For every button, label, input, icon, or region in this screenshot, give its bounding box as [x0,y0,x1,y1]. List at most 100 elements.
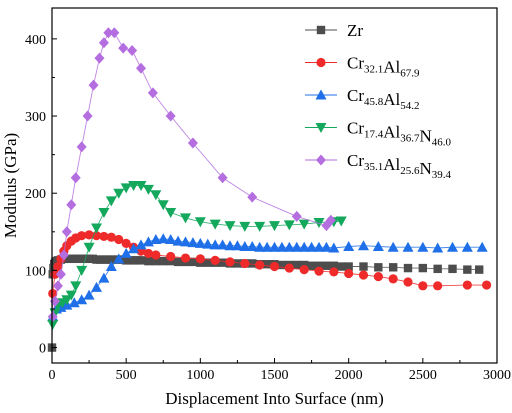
data-point [187,137,198,149]
data-point [165,110,176,122]
data-point [187,237,199,248]
legend-subscript: 45.8 [364,96,384,108]
data-point [358,270,369,280]
legend-marker [316,57,326,68]
legend-subscript: 25.6 [400,165,420,177]
legend-subscript: 54.2 [400,100,419,112]
data-point [373,271,383,282]
legend-item: Zr [305,21,363,40]
data-point [335,216,347,227]
legend-element: Cr [347,54,364,73]
data-point [121,238,131,248]
data-point [463,265,472,274]
data-point [203,258,212,267]
data-point [165,208,177,219]
series-3 [47,233,488,322]
data-point [151,250,161,260]
data-point [157,233,169,244]
data-point [106,232,116,242]
data-point [136,256,146,265]
data-point [417,241,429,252]
data-point [269,241,280,252]
data-point [283,220,295,231]
legend-subscript: 35.1 [364,161,383,173]
data-point [433,281,443,291]
data-point [202,238,214,249]
x-tick-label: 2500 [409,368,437,383]
data-point [329,267,339,277]
data-point [403,277,413,287]
legend-label: Cr17.4Al36.7N46.0 [347,119,452,149]
data-point [135,181,147,191]
data-point [358,240,369,251]
y-tick-label: 300 [25,110,46,125]
data-point [58,249,69,261]
data-point [476,241,488,252]
data-point [166,251,176,262]
data-point [99,231,109,242]
series-layer [47,27,492,352]
data-point [374,263,383,272]
y-tick-label: 0 [39,342,46,357]
data-point [128,181,140,191]
data-point [269,221,280,232]
data-point [402,241,414,252]
legend-item: Cr45.8Al54.2 [305,86,420,112]
legend-element: N [420,159,432,178]
data-point [83,242,95,253]
legend-item: Cr32.1Al67.9 [305,54,420,80]
data-point [291,210,302,222]
data-point [247,191,258,203]
data-point [50,269,60,279]
data-point [224,221,236,232]
data-point [388,263,398,272]
data-point [98,208,110,219]
data-point [52,280,63,292]
data-point [254,221,266,232]
data-point [143,248,154,259]
legend-element: Al [383,58,400,77]
legend-element: N [420,127,432,146]
series-4 [47,181,347,330]
legend-marker [315,123,327,133]
data-point [276,241,288,252]
legend-subscript: 67.9 [400,68,420,80]
data-point [65,290,77,301]
data-point [109,27,120,39]
axes-layer: 0 500 1000 1500 2000 2500 3000 0 100 200 300 400 Dis… [1,7,511,408]
data-point [462,280,472,290]
data-point [344,262,353,271]
legend-subscript: 46.0 [432,137,452,149]
data-point [105,196,117,207]
data-point [98,272,110,283]
legend-subscript: 36.7 [400,133,420,145]
data-point [76,265,88,276]
data-point [47,319,59,330]
data-point [233,259,242,268]
data-point [292,260,301,270]
data-point [344,268,354,279]
data-point [254,241,266,252]
data-point [142,184,154,195]
data-point [246,240,258,251]
y-tick-label: 400 [25,33,46,48]
data-point [82,110,93,122]
data-point [314,266,324,276]
y-axis-title: Modulus (GPa) [1,133,20,238]
data-point [261,241,273,252]
data-point [157,200,169,211]
data-point [166,256,175,266]
data-point [224,240,236,251]
data-point [329,261,339,270]
series-line [52,32,332,317]
data-point [91,281,102,292]
data-point [239,221,251,232]
data-point [482,280,492,290]
data-point [61,226,72,238]
data-point [172,235,184,246]
data-point [299,265,309,275]
legend-label: Cr32.1Al67.9 [347,54,420,80]
data-point [47,311,58,323]
data-point [210,255,220,265]
data-point [461,241,473,252]
